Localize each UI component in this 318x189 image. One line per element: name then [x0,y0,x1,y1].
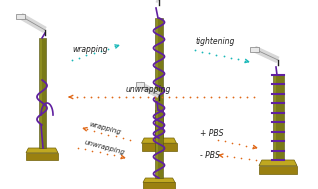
Bar [273,75,275,160]
Text: tightening: tightening [196,37,235,46]
Bar [155,110,163,178]
Text: wrapping: wrapping [88,122,121,136]
Text: unwrapping: unwrapping [125,85,171,94]
Bar [16,13,25,19]
Polygon shape [143,182,175,189]
Bar [250,46,259,52]
Polygon shape [142,138,176,143]
Text: wrapping: wrapping [72,45,107,54]
Polygon shape [259,160,297,166]
Bar [156,18,158,138]
Polygon shape [143,178,175,182]
Bar [39,38,42,148]
Polygon shape [142,143,176,151]
Text: unwrapping: unwrapping [84,139,126,156]
Polygon shape [26,153,58,160]
Text: - PBS: - PBS [200,151,220,160]
Bar [156,110,158,178]
Bar [38,38,45,148]
Bar [135,82,143,87]
Text: + PBS: + PBS [200,129,224,138]
Bar [155,18,163,138]
Polygon shape [26,148,58,153]
Bar [273,75,284,160]
Polygon shape [259,166,297,174]
